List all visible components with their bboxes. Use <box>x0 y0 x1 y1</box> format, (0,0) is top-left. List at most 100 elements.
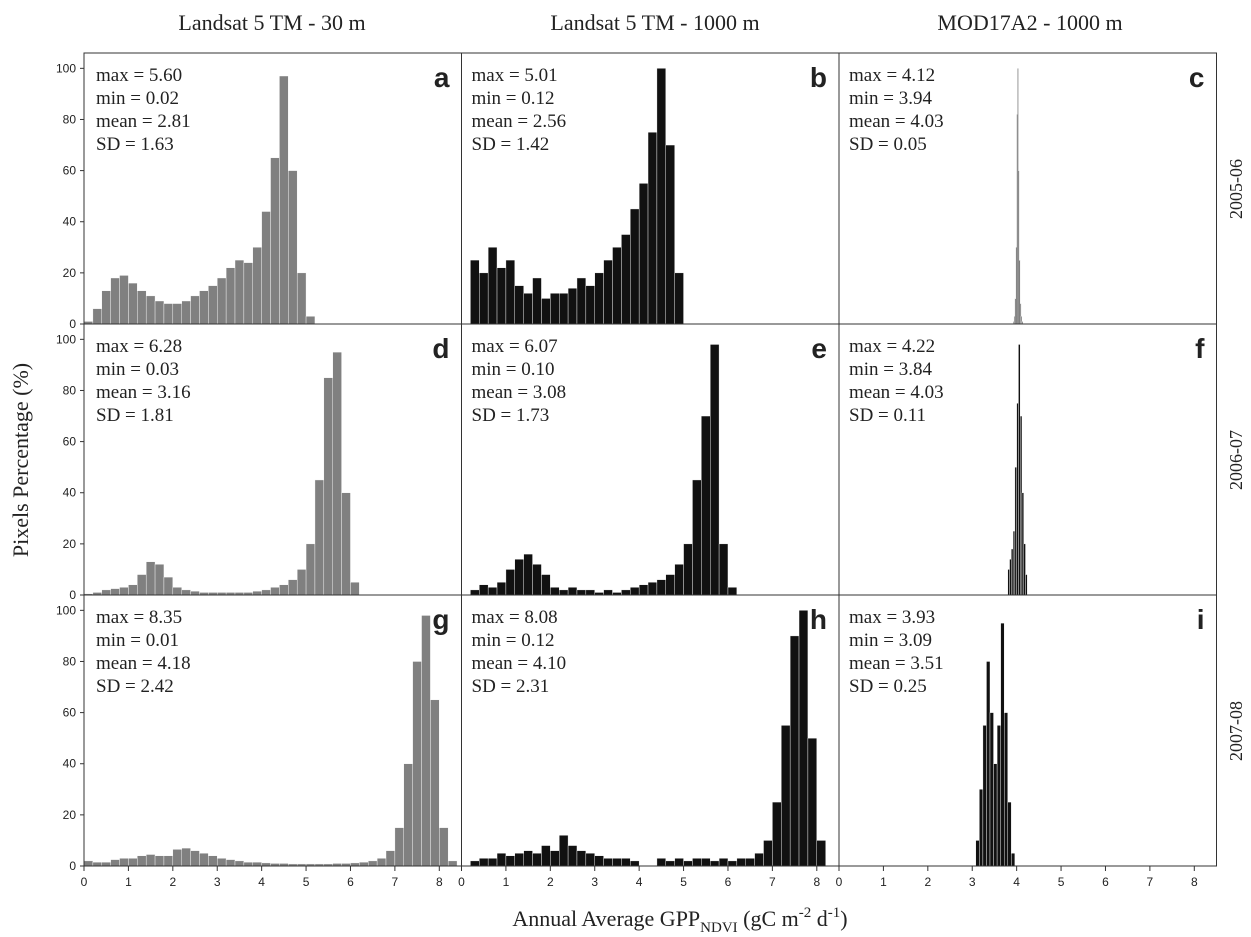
bar <box>217 277 227 325</box>
stat-annotation: mean = 4.03 <box>849 111 944 132</box>
bar <box>754 853 764 867</box>
bar <box>692 858 702 867</box>
bar <box>145 854 156 867</box>
stat-annotation: min = 0.12 <box>472 630 555 651</box>
bar <box>119 587 129 596</box>
x-tick-label: 4 <box>258 875 265 889</box>
bar <box>296 272 307 325</box>
bar <box>234 860 245 867</box>
bar <box>154 564 165 596</box>
bar <box>208 855 218 867</box>
stat-annotation: max = 5.01 <box>472 65 558 86</box>
bar <box>470 259 480 325</box>
bar <box>701 415 711 596</box>
bar <box>718 543 729 596</box>
bar <box>163 303 174 325</box>
bar <box>710 344 720 596</box>
y-tick-label: 40 <box>63 757 77 771</box>
bar <box>145 295 156 325</box>
bar <box>323 377 333 596</box>
bar <box>305 543 316 596</box>
bar <box>154 300 165 325</box>
stat-annotation: max = 3.93 <box>849 607 935 628</box>
bar <box>252 861 262 867</box>
stat-annotation: mean = 3.51 <box>849 653 944 674</box>
x-tick-label: 5 <box>303 875 310 889</box>
bar <box>447 860 458 867</box>
stat-annotation: SD = 0.25 <box>849 676 927 697</box>
bar <box>314 479 325 596</box>
bar <box>496 267 507 325</box>
bar <box>243 262 253 325</box>
bar <box>270 587 280 596</box>
y-tick-label: 20 <box>63 808 77 822</box>
stat-annotation: SD = 1.73 <box>472 405 550 426</box>
bar <box>647 132 658 325</box>
bar <box>92 308 102 325</box>
stat-annotation: SD = 0.05 <box>849 134 927 155</box>
bar <box>181 847 191 867</box>
bar <box>181 300 191 325</box>
bar <box>172 849 182 867</box>
x-label-part: -1 <box>828 905 841 921</box>
x-tick-label: 7 <box>769 875 776 889</box>
y-tick-label: 100 <box>56 603 76 617</box>
x-tick-label: 7 <box>392 875 399 889</box>
bar <box>807 737 817 867</box>
y-tick-label: 60 <box>63 164 77 178</box>
x-tick-label: 2 <box>547 875 554 889</box>
stat-annotation: mean = 4.03 <box>849 382 944 403</box>
stat-annotation: mean = 2.81 <box>96 111 191 132</box>
bar <box>430 699 440 867</box>
bar <box>576 277 587 325</box>
stat-annotation: max = 6.07 <box>472 336 558 357</box>
bar <box>816 840 826 867</box>
stat-annotation: min = 0.12 <box>472 88 555 109</box>
bar <box>718 858 729 867</box>
bar <box>982 725 987 867</box>
bar <box>190 295 200 325</box>
bar <box>541 298 551 325</box>
x-tick-label: 3 <box>591 875 598 889</box>
bar <box>412 661 422 867</box>
stat-annotation: mean = 4.10 <box>472 653 567 674</box>
bar <box>541 574 551 596</box>
x-tick-label: 2 <box>169 875 176 889</box>
bar <box>496 853 507 867</box>
bar <box>727 860 738 867</box>
bar <box>665 574 675 596</box>
bar <box>487 587 498 596</box>
bar <box>559 589 569 596</box>
y-tick-label: 0 <box>69 859 76 873</box>
bar <box>101 290 111 325</box>
y-tick-label: 0 <box>69 317 76 331</box>
bar <box>199 853 209 867</box>
stat-annotation: SD = 0.11 <box>849 405 926 426</box>
bar <box>567 845 578 867</box>
y-tick-label: 40 <box>63 486 77 500</box>
bar <box>630 587 640 596</box>
bar <box>772 801 782 867</box>
bar <box>996 725 1001 867</box>
bar <box>710 860 720 867</box>
bar <box>559 835 569 867</box>
x-tick-label: 1 <box>880 875 887 889</box>
bar <box>145 561 156 596</box>
bar <box>163 855 174 867</box>
bar <box>550 850 560 867</box>
bar <box>630 208 640 325</box>
stat-annotation: max = 5.60 <box>96 65 182 86</box>
stat-annotation: min = 3.94 <box>849 88 933 109</box>
bar <box>674 564 684 596</box>
bar <box>487 247 498 325</box>
bar <box>514 285 524 325</box>
bar <box>1011 548 1014 596</box>
y-tick-label: 60 <box>63 706 77 720</box>
bar <box>470 589 480 596</box>
bar <box>83 860 94 867</box>
y-tick-label: 80 <box>63 112 77 126</box>
bar <box>1014 466 1017 596</box>
bar <box>576 850 587 867</box>
bar <box>656 579 666 596</box>
bar <box>550 293 560 325</box>
